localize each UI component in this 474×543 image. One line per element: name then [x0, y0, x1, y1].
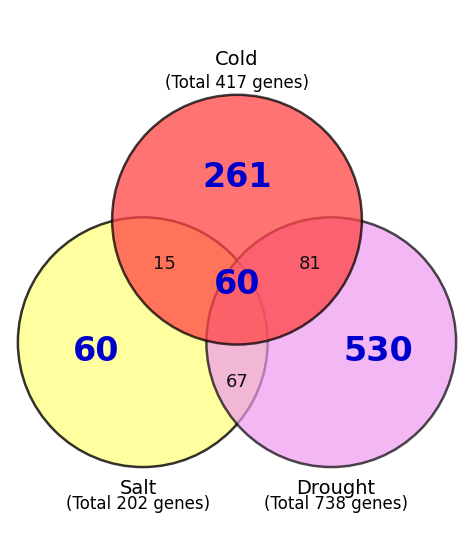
Text: 81: 81 [299, 255, 321, 274]
Circle shape [112, 95, 362, 345]
Circle shape [18, 217, 268, 467]
Text: 67: 67 [226, 373, 248, 392]
Text: (Total 417 genes): (Total 417 genes) [165, 74, 309, 92]
Text: Cold: Cold [215, 50, 259, 69]
Text: 530: 530 [344, 335, 413, 368]
Text: Drought: Drought [296, 479, 375, 498]
Text: (Total 738 genes): (Total 738 genes) [264, 495, 408, 513]
Text: 15: 15 [153, 255, 175, 274]
Text: 261: 261 [202, 161, 272, 194]
Text: Salt: Salt [119, 479, 157, 498]
Circle shape [206, 217, 456, 467]
Text: 60: 60 [73, 335, 119, 368]
Text: (Total 202 genes): (Total 202 genes) [66, 495, 210, 513]
Text: 60: 60 [214, 268, 260, 301]
